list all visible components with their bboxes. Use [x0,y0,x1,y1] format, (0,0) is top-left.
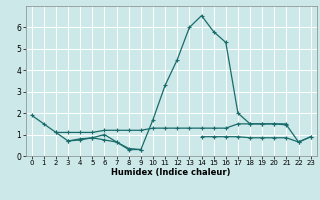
X-axis label: Humidex (Indice chaleur): Humidex (Indice chaleur) [111,168,231,177]
